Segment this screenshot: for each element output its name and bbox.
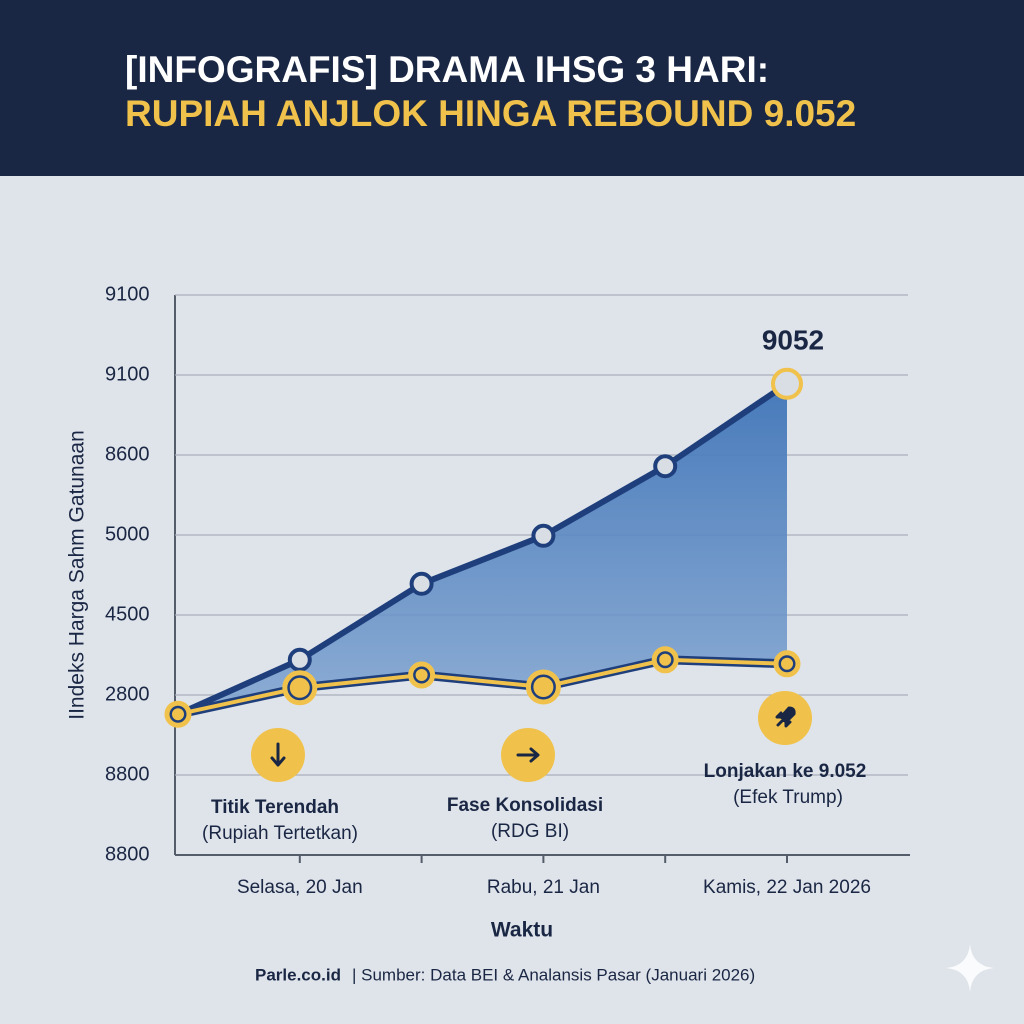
footer-brand: Parle.co.id [255, 965, 341, 984]
annotation-icon [516, 747, 540, 763]
data-point-core [172, 708, 184, 721]
data-point-core [415, 669, 428, 681]
peak-label: 9052 [762, 324, 824, 355]
annotation-title: Titik Terendah [211, 797, 339, 818]
y-tick-label: 5000 [105, 523, 150, 545]
chart-subtitle: RUPIAH ANJLOK HINGA REBOUND 9.052 [125, 93, 856, 134]
annotation-note: (Rupiah Tertetkan) [202, 823, 358, 844]
data-point-core [289, 677, 310, 698]
series-line [176, 381, 789, 717]
annotation-icon [775, 706, 796, 728]
y-tick-label: 8800 [105, 763, 150, 785]
annotation: Lonjakan ke 9.052 (Efek Trump) [704, 691, 867, 808]
y-tick-label: 4500 [105, 603, 150, 625]
annotation-icon [270, 742, 286, 767]
area-between [178, 383, 787, 715]
y-tick-label: 8600 [105, 443, 150, 465]
annotation-title: Lonjakan ke 9.052 [704, 761, 867, 782]
data-point-core [781, 657, 793, 670]
data-point [531, 523, 556, 548]
y-tick-label: 9100 [105, 363, 150, 385]
data-point [771, 367, 803, 400]
y-tick-label: 2800 [105, 683, 150, 705]
sparkle-icon [946, 944, 994, 992]
footer-source: | Sumber: Data BEI & Analansis Pasar (Ja… [352, 965, 755, 984]
series-line [177, 657, 788, 717]
data-point [653, 454, 678, 479]
data-point [409, 571, 434, 596]
data-point-core [659, 653, 672, 666]
y-tick-label: 8800 [105, 843, 150, 865]
footer: Parle.co.id | Sumber: Data BEI & Analans… [255, 965, 755, 984]
annotation: Titik Terendah (Rupiah Tertetkan) [202, 728, 358, 844]
chart-title: [INFOGRAFIS] DRAMA IHSG 3 HARI: [125, 49, 769, 90]
annotation-note: (Efek Trump) [733, 787, 843, 808]
annotation-note: (RDG BI) [491, 821, 569, 842]
header-band [0, 0, 1024, 176]
y-tick-label: 9100 [105, 283, 150, 305]
annotation: Fase Konsolidasi (RDG BI) [447, 728, 603, 842]
x-tick-label: Kamis, 22 Jan 2026 [703, 877, 871, 898]
x-tick-label: Selasa, 20 Jan [237, 877, 363, 898]
data-point-core [533, 677, 554, 697]
annotation-title: Fase Konsolidasi [447, 795, 603, 816]
x-tick-label: Rabu, 21 Jan [487, 877, 600, 898]
data-point [287, 647, 312, 672]
y-axis-label: IIndeks Harga Sahm Gatunaan [66, 430, 89, 720]
x-axis-label: Waktu [491, 919, 553, 942]
